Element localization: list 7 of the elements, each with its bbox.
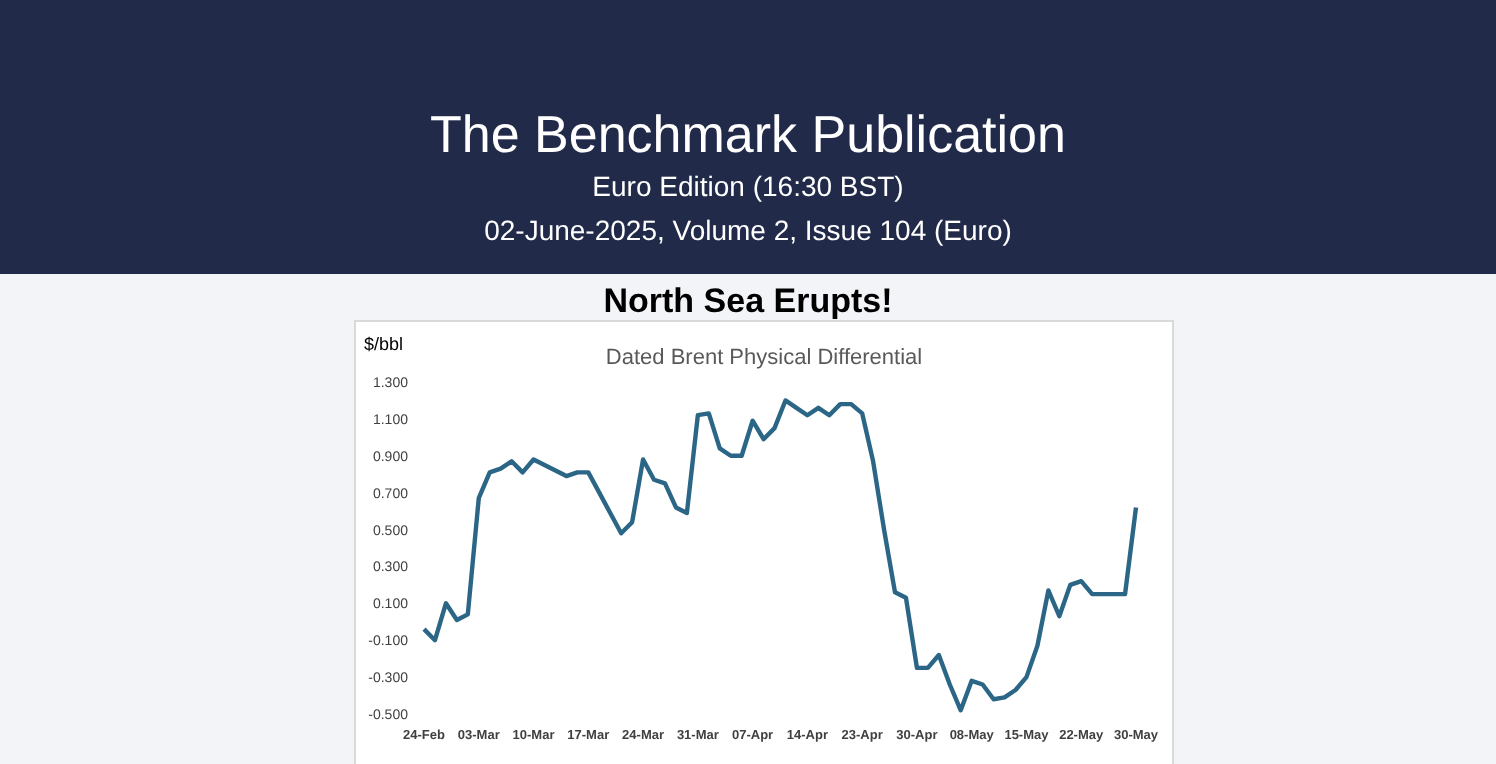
text: 02-June-2025, Volume 2, Issue 104 (Euro) bbox=[482, 212, 1014, 250]
line-series bbox=[421, 398, 1139, 713]
text: Euro Edition (16:30 BST) bbox=[590, 168, 906, 206]
text: The Benchmark Publication bbox=[428, 104, 1068, 164]
chart-title: North Sea Erupts! bbox=[601, 282, 895, 322]
chart-subtitle: Dated Brent Physical Differential bbox=[605, 346, 923, 370]
y-axis-title: $/bbl bbox=[364, 334, 404, 354]
